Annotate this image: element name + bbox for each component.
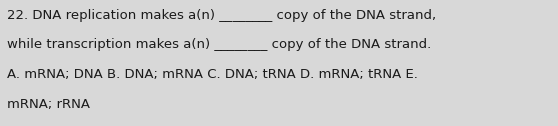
Text: mRNA; rRNA: mRNA; rRNA <box>7 98 90 111</box>
Text: 22. DNA replication makes a(n) ________ copy of the DNA strand,: 22. DNA replication makes a(n) ________ … <box>7 9 436 22</box>
Text: while transcription makes a(n) ________ copy of the DNA strand.: while transcription makes a(n) ________ … <box>7 38 431 51</box>
Text: A. mRNA; DNA B. DNA; mRNA C. DNA; tRNA D. mRNA; tRNA E.: A. mRNA; DNA B. DNA; mRNA C. DNA; tRNA D… <box>7 68 417 81</box>
